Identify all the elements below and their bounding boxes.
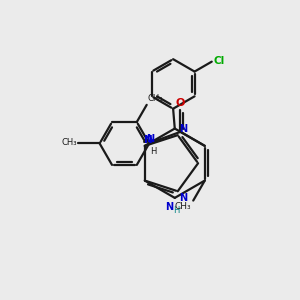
Text: N: N [179, 193, 188, 203]
Text: N: N [165, 202, 173, 212]
Text: CH₃: CH₃ [147, 94, 163, 103]
Text: O: O [176, 98, 185, 108]
Text: CH₃: CH₃ [62, 138, 77, 147]
Text: Cl: Cl [213, 56, 225, 66]
Text: CH₃: CH₃ [175, 202, 192, 211]
Text: H: H [150, 147, 156, 156]
Text: N: N [144, 135, 153, 145]
Text: N: N [179, 124, 188, 134]
Text: N: N [146, 134, 154, 144]
Text: H: H [173, 206, 180, 215]
